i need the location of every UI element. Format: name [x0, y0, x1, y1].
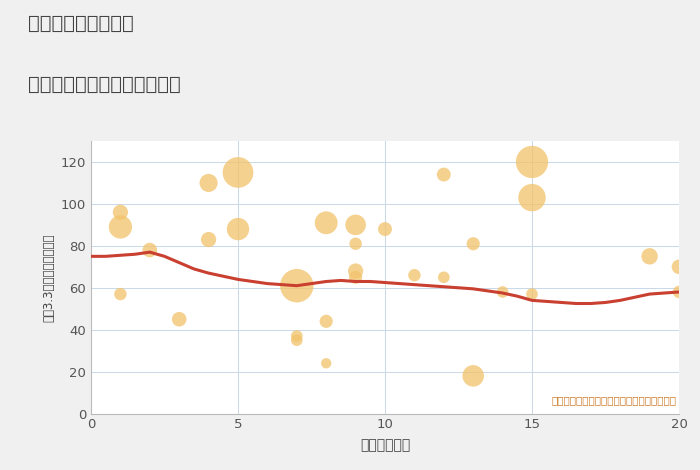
Point: [321, 219, 332, 227]
Text: 駅距離別中古マンション価格: 駅距離別中古マンション価格: [28, 75, 181, 94]
Point: [350, 221, 361, 228]
Point: [644, 252, 655, 260]
Point: [115, 209, 126, 216]
Point: [291, 337, 302, 344]
Point: [526, 194, 538, 201]
Point: [468, 240, 479, 248]
Point: [438, 274, 449, 281]
Point: [438, 171, 449, 178]
Point: [673, 263, 685, 271]
Point: [321, 360, 332, 367]
Point: [115, 290, 126, 298]
Point: [409, 272, 420, 279]
Point: [468, 372, 479, 380]
Point: [174, 315, 185, 323]
Point: [144, 246, 155, 254]
Point: [526, 158, 538, 166]
Point: [497, 288, 508, 296]
Point: [350, 274, 361, 281]
Point: [526, 290, 538, 298]
Point: [673, 288, 685, 296]
Point: [321, 318, 332, 325]
Text: 円の大きさは、取引のあった物件面積を示す: 円の大きさは、取引のあった物件面積を示す: [551, 395, 676, 405]
Y-axis label: 坪（3.3㎡）単価（万円）: 坪（3.3㎡）単価（万円）: [42, 233, 55, 321]
Point: [203, 236, 214, 243]
Text: 三重県伊賀市阿保の: 三重県伊賀市阿保の: [28, 14, 134, 33]
Point: [232, 225, 244, 233]
Point: [291, 282, 302, 290]
Point: [115, 223, 126, 231]
Point: [350, 267, 361, 275]
Point: [203, 179, 214, 187]
Point: [232, 169, 244, 176]
Point: [379, 225, 391, 233]
Point: [350, 240, 361, 248]
X-axis label: 駅距離（分）: 駅距離（分）: [360, 439, 410, 453]
Point: [291, 332, 302, 340]
